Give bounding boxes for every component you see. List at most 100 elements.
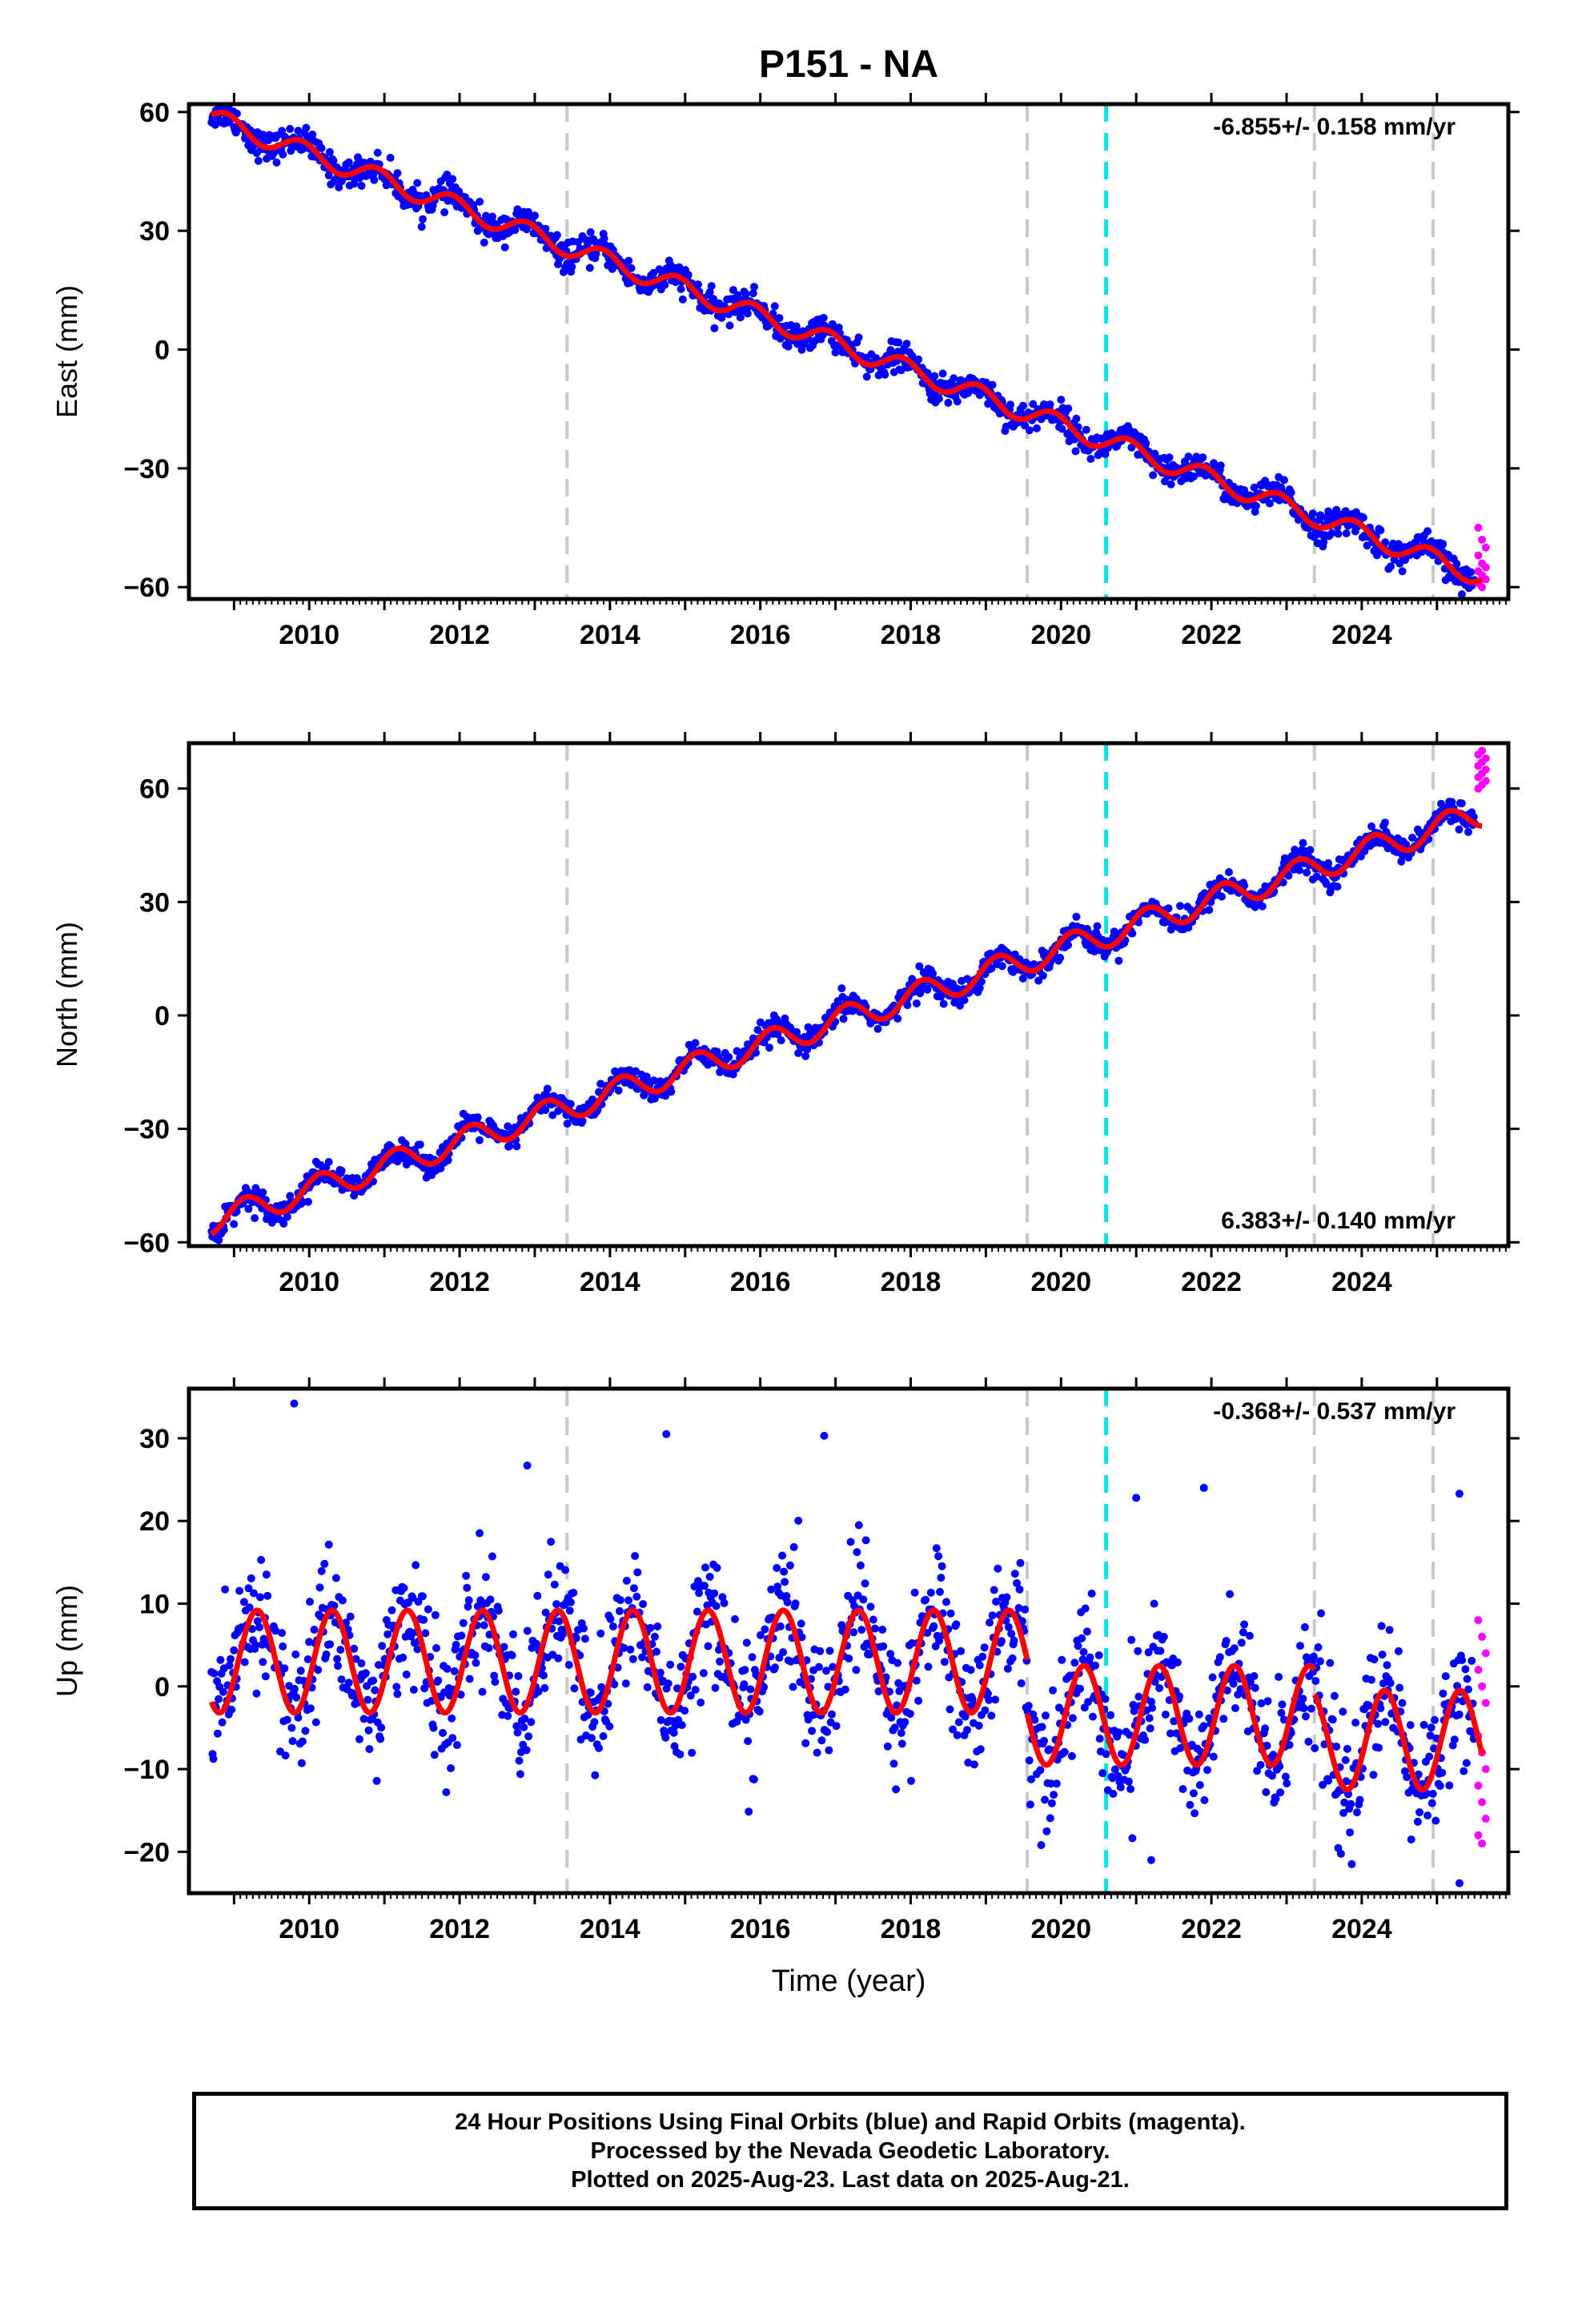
final-orbit-point [1299, 1704, 1308, 1713]
final-orbit-point [910, 1588, 919, 1597]
final-orbit-point [488, 1552, 496, 1561]
final-orbit-point [960, 995, 969, 1004]
final-orbit-point [448, 175, 457, 183]
final-orbit-point [1253, 1767, 1262, 1775]
final-orbit-point [813, 1748, 821, 1757]
final-orbit-point [773, 1015, 781, 1023]
final-orbit-point [879, 1642, 888, 1651]
final-orbit-point [1317, 1609, 1326, 1618]
final-orbit-point [953, 1731, 962, 1739]
final-orbit-point [587, 1734, 596, 1743]
figure-title: P151 - NA [759, 43, 938, 86]
final-orbit-point [622, 1576, 631, 1585]
final-orbit-point [1021, 1605, 1030, 1614]
final-orbit-point [1225, 868, 1233, 876]
final-orbit-point [638, 1653, 647, 1662]
final-orbit-point [767, 1585, 776, 1594]
final-orbit-point [221, 1585, 230, 1594]
final-orbit-point [902, 340, 911, 348]
final-orbit-point [1166, 480, 1175, 489]
final-orbit-point [1427, 1799, 1436, 1807]
final-orbit-point [1149, 471, 1158, 480]
final-orbit-point [213, 1729, 222, 1738]
final-orbit-point [331, 1574, 340, 1582]
x-tick-label: 2014 [580, 1914, 640, 1944]
final-orbit-point [1455, 1710, 1464, 1719]
final-orbit-point [1042, 1827, 1051, 1835]
final-orbit-point [816, 1647, 825, 1655]
final-orbit-point [671, 1722, 680, 1730]
final-orbit-point [1303, 868, 1311, 877]
final-orbit-point [789, 1542, 798, 1551]
final-orbit-point [344, 1679, 353, 1687]
final-orbit-point [1071, 447, 1080, 456]
final-orbit-point [610, 1680, 619, 1689]
final-orbit-point [1175, 1692, 1184, 1701]
final-orbit-point [620, 1643, 628, 1652]
final-orbit-point [1452, 560, 1461, 569]
final-orbit-point [400, 1584, 408, 1592]
final-orbit-point [1142, 439, 1150, 448]
final-orbit-point [338, 1596, 347, 1605]
final-orbit-point [1319, 537, 1328, 546]
final-orbit-point [686, 1691, 695, 1700]
final-orbit-point [1132, 1494, 1141, 1502]
x-tick-label: 2010 [279, 620, 339, 650]
final-orbit-point [386, 154, 395, 162]
final-orbit-point [392, 1683, 401, 1691]
final-orbit-point [216, 1655, 225, 1664]
final-orbit-point [585, 263, 594, 272]
final-orbit-point [259, 1188, 267, 1196]
final-orbit-point [1435, 1782, 1444, 1790]
final-orbit-point [447, 1764, 455, 1772]
final-orbit-point [743, 309, 752, 318]
final-orbit-point [983, 1689, 992, 1698]
final-orbit-point [820, 1431, 829, 1440]
final-orbit-point [210, 1669, 219, 1678]
final-orbit-point [981, 1706, 990, 1715]
final-orbit-point [409, 1686, 418, 1694]
final-orbit-point [883, 1742, 892, 1751]
final-orbit-point [471, 1651, 480, 1659]
final-orbit-point [907, 1776, 915, 1785]
final-orbit-point [565, 1606, 574, 1615]
final-orbit-point [359, 1715, 368, 1723]
final-orbit-point [1166, 1729, 1174, 1738]
final-orbit-point [287, 1723, 296, 1732]
final-orbit-point [1229, 1679, 1238, 1688]
final-orbit-point [1128, 929, 1137, 938]
final-orbit-point [251, 1214, 259, 1223]
final-orbit-point [794, 1516, 803, 1525]
final-orbit-point [383, 1630, 392, 1638]
final-orbit-point [504, 1711, 512, 1720]
final-orbit-point [1015, 1585, 1024, 1594]
rapid-orbit-point [1481, 777, 1490, 786]
final-orbit-point [946, 1609, 955, 1618]
y-tick-label: 60 [139, 774, 170, 805]
final-orbit-point [1283, 1779, 1291, 1787]
final-orbit-point [215, 1695, 223, 1703]
final-orbit-point [344, 158, 353, 167]
final-orbit-point [678, 295, 687, 304]
final-orbit-point [616, 1596, 624, 1604]
final-orbit-point [691, 1039, 700, 1047]
rapid-orbit-point [1481, 754, 1490, 762]
final-orbit-point [924, 1663, 933, 1671]
final-orbit-point [1146, 1724, 1154, 1733]
final-orbit-point [760, 1683, 769, 1691]
final-orbit-point [401, 1140, 410, 1148]
final-orbit-point [1381, 538, 1390, 547]
final-orbit-point [520, 1715, 529, 1723]
velocity-rate-label: -6.855+/- 0.158 mm/yr [1213, 114, 1456, 140]
final-orbit-point [856, 1561, 865, 1570]
final-orbit-point [476, 1596, 485, 1605]
final-orbit-point [1299, 1695, 1307, 1703]
final-orbit-point [1082, 1627, 1091, 1636]
final-orbit-point [1281, 1772, 1290, 1781]
final-orbit-point [923, 985, 932, 994]
final-orbit-point [1205, 906, 1214, 915]
final-orbit-point [1124, 1777, 1133, 1786]
final-orbit-point [432, 1644, 440, 1652]
final-orbit-point [952, 1620, 961, 1629]
final-orbit-point [301, 1727, 310, 1735]
